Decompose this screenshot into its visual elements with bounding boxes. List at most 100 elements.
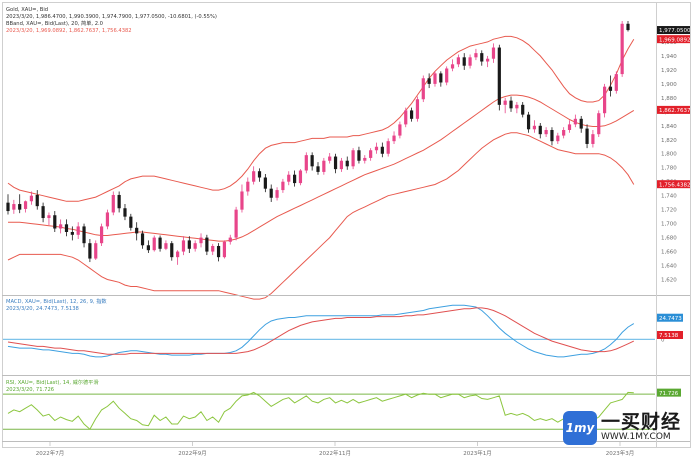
macd-label-bg — [657, 313, 683, 322]
candle — [146, 240, 150, 253]
macd-header: MACD, XAU=, Bid(Last), 12, 26, 9, 指数 — [6, 297, 107, 305]
price-label: 1,862.7637 — [659, 108, 691, 114]
price-header-instrument: Gold, XAU=, Bid — [6, 7, 48, 13]
candle — [398, 121, 402, 139]
macd-y-tick: 0 — [661, 337, 665, 343]
candle — [181, 236, 186, 256]
candle — [187, 236, 191, 253]
candle-body — [164, 243, 168, 249]
candle — [333, 153, 338, 174]
candle-body — [585, 128, 589, 144]
x-axis: 2022年7月 2022年9月 2022年11月 2023年1月 2023年3月 — [36, 442, 635, 457]
price-y-tick: 1,700 — [661, 222, 677, 228]
candle-body — [240, 191, 244, 210]
candle-body — [99, 226, 104, 244]
logo-brand: 一买财经 WWW.1MY.COM — [601, 412, 681, 442]
candle — [509, 96, 513, 112]
candle-body — [47, 215, 51, 219]
candle — [64, 219, 69, 237]
candle-body — [322, 160, 326, 172]
macd-label: 24.7473 — [659, 316, 682, 322]
candle-body — [275, 190, 279, 198]
candle-body — [450, 64, 455, 69]
candle — [111, 191, 115, 216]
candle — [608, 75, 613, 97]
candle-body — [135, 227, 139, 234]
candle-body — [515, 104, 519, 109]
candle — [380, 142, 384, 158]
macd-panel: 0 24.7473 7.5138 MACD, XAU=, Bid(Last), 12,… — [3, 297, 683, 358]
candle — [573, 114, 577, 128]
candle-body — [76, 226, 80, 235]
candle — [322, 157, 326, 175]
candle-body — [363, 157, 367, 161]
candle-body — [608, 86, 613, 91]
candle — [59, 219, 63, 234]
candle-body — [59, 224, 63, 229]
candle — [12, 199, 16, 214]
candle-body — [579, 118, 583, 129]
candle — [99, 223, 104, 246]
price-y-tick: 1,940 — [661, 54, 677, 60]
candle — [567, 120, 572, 133]
candle-body — [287, 174, 291, 182]
candle-body — [538, 125, 542, 135]
candle-body — [310, 155, 314, 167]
candle-body — [486, 58, 490, 62]
candle-body — [23, 201, 28, 209]
x-date-label: 2023年3月 — [606, 449, 635, 457]
bband-lower-line — [7, 132, 635, 300]
price-y-tick: 1,780 — [661, 166, 677, 172]
candle — [503, 97, 507, 114]
candle — [123, 204, 127, 221]
logo-badge-icon: 1my — [563, 411, 597, 445]
candle-body — [392, 135, 396, 142]
candle — [474, 48, 478, 61]
candle — [117, 191, 121, 213]
candle — [164, 240, 168, 251]
candle-body — [503, 100, 507, 105]
candle-body — [369, 150, 373, 158]
candle — [105, 209, 110, 230]
candle — [316, 162, 320, 175]
candle-body — [12, 204, 16, 210]
candle-body — [257, 171, 262, 178]
candle — [193, 240, 197, 252]
candle — [88, 238, 92, 263]
candle — [497, 44, 501, 111]
candle-body — [380, 146, 384, 154]
candle — [339, 157, 343, 172]
candle — [591, 129, 595, 148]
candle-body — [222, 241, 227, 258]
candle — [386, 138, 390, 157]
candle — [357, 146, 361, 164]
candle-body — [456, 57, 460, 65]
candle — [140, 230, 145, 249]
candle — [409, 107, 414, 122]
candle-body — [480, 53, 484, 62]
candle-body — [82, 226, 86, 244]
candle — [234, 206, 238, 241]
price-label: 1,977.0500 — [659, 28, 691, 34]
candle — [199, 233, 203, 248]
candle-body — [170, 243, 174, 258]
candle — [23, 200, 28, 213]
candle-body — [152, 237, 156, 251]
candle — [404, 107, 408, 128]
candle — [170, 241, 174, 261]
price-y-tick: 1,620 — [661, 278, 677, 284]
x-date-label: 2023年1月 — [463, 449, 492, 457]
candle-body — [181, 240, 186, 252]
candle — [345, 156, 349, 170]
candle-body — [357, 150, 361, 161]
price-header-bband: BBand, XAU=, Bid(Last), 20, 简单, 2.0 — [6, 19, 103, 27]
candle — [205, 234, 209, 256]
candle-body — [199, 237, 203, 244]
candle — [556, 132, 560, 144]
candle-body — [409, 110, 414, 119]
candle-body — [35, 194, 39, 207]
candle — [18, 194, 22, 214]
candle — [369, 148, 373, 161]
candle — [421, 75, 425, 103]
candle — [298, 169, 303, 186]
